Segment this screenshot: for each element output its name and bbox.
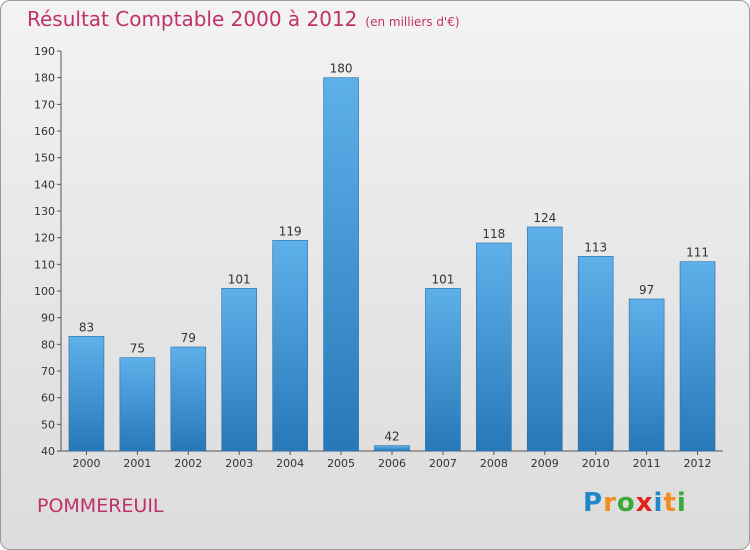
logo-letter: i [676, 488, 687, 518]
x-tick-label: 2005 [327, 457, 355, 470]
bar-value-label: 111 [686, 246, 709, 260]
logo-letter: r [603, 488, 617, 518]
bar-value-label: 101 [431, 272, 454, 286]
chart-unit: (en milliers d'€) [365, 15, 460, 29]
bar-2006 [374, 445, 410, 452]
logo-letter: o [616, 488, 636, 518]
bar-value-label: 79 [181, 331, 196, 345]
bar-value-label: 180 [330, 62, 353, 76]
bar-value-label: 97 [639, 283, 654, 297]
bar-2003 [221, 288, 258, 452]
bars: 83 75 79 101 119 180 42 101 118 124 113 97 111 [68, 62, 716, 452]
x-tick-label: 2002 [174, 457, 202, 470]
y-tick-label: 110 [34, 258, 55, 271]
bar-2001 [119, 357, 156, 452]
logo-letter: P [583, 488, 604, 518]
logo-letter: i [653, 488, 664, 518]
proxiti-logo: Proxiti [583, 488, 687, 518]
x-tick-label: 2003 [225, 457, 253, 470]
bar-2002 [170, 346, 207, 452]
y-axis: 40 50 60 70 80 90 100 110 120 130 140 150 160 170 180 1… [34, 45, 62, 458]
y-tick-label: 160 [34, 125, 55, 138]
bar-value-label: 119 [279, 224, 302, 238]
logo-letter: x [635, 488, 654, 518]
x-tick-label: 2004 [276, 457, 304, 470]
x-tick-label: 2010 [582, 457, 610, 470]
y-tick-label: 100 [34, 285, 55, 298]
bar-2010 [577, 256, 614, 452]
y-tick-label: 130 [34, 205, 55, 218]
bar-2009 [526, 226, 563, 452]
x-tick-label: 2006 [378, 457, 406, 470]
y-tick-label: 190 [34, 45, 55, 58]
y-tick-label: 180 [34, 72, 55, 85]
bar-value-label: 113 [584, 240, 607, 254]
bar-value-label: 75 [130, 342, 145, 356]
x-tick-label: 2000 [72, 457, 100, 470]
bar-value-label: 42 [384, 430, 399, 444]
bar-2005 [323, 77, 359, 452]
y-tick-label: 140 [34, 178, 55, 191]
chart-title: Résultat Comptable 2000 à 2012 (en millie… [27, 7, 460, 31]
bar-value-label: 124 [533, 211, 556, 225]
x-tick-label: 2001 [123, 457, 151, 470]
bar-value-label: 118 [482, 227, 505, 241]
y-tick-label: 40 [41, 445, 55, 458]
bar-value-label: 83 [79, 320, 94, 334]
chart-title-text: Résultat Comptable 2000 à 2012 [27, 7, 358, 31]
bar-2012 [679, 261, 716, 452]
bar-value-label: 101 [228, 272, 251, 286]
bar-2007 [425, 288, 461, 452]
commune-name: POMMEREUIL [37, 495, 164, 517]
y-tick-label: 80 [41, 338, 55, 351]
y-tick-label: 170 [34, 98, 55, 111]
y-tick-label: 120 [34, 232, 55, 245]
x-tick-label: 2008 [480, 457, 508, 470]
x-tick-label: 2011 [633, 457, 661, 470]
x-tick-label: 2007 [429, 457, 457, 470]
logo-letter: t [663, 488, 677, 518]
x-tick-label: 2012 [684, 457, 712, 470]
bar-2008 [476, 242, 512, 452]
y-tick-label: 50 [41, 418, 55, 431]
y-tick-label: 60 [41, 392, 55, 405]
y-tick-label: 70 [41, 365, 55, 378]
x-tick-label: 2009 [531, 457, 559, 470]
x-axis: 2000 2001 2002 2003 2004 2005 2006 2007 2008 2009… [61, 450, 723, 470]
y-tick-label: 90 [41, 312, 55, 325]
bar-2011 [628, 298, 665, 452]
y-tick-label: 150 [34, 152, 55, 165]
bar-2000 [68, 336, 105, 452]
bar-2004 [272, 240, 308, 452]
